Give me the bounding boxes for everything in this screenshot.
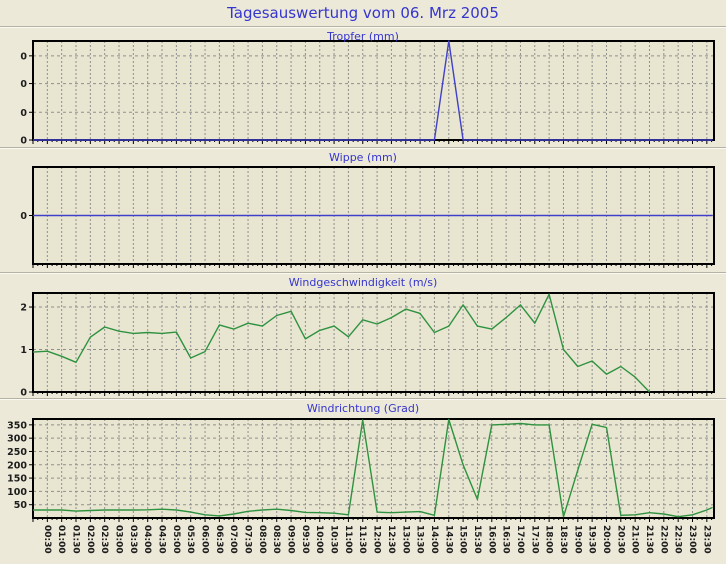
windgeschwindigkeit-chart-title: Windgeschwindigkeit (m/s) [288, 276, 438, 289]
svg-text:14:00: 14:00 [429, 525, 439, 554]
windrichtung-chart-title: Windrichtung (Grad) [306, 402, 420, 415]
divider [0, 272, 726, 274]
svg-text:08:30: 08:30 [271, 525, 281, 554]
svg-text:21:00: 21:00 [630, 525, 640, 554]
tropfer-chart-title: Tropfer (mm) [327, 30, 399, 43]
svg-text:07:30: 07:30 [243, 525, 253, 554]
svg-text:21:30: 21:30 [644, 525, 654, 554]
svg-text:0: 0 [20, 211, 27, 222]
svg-text:10:00: 10:00 [314, 525, 324, 554]
svg-text:05:00: 05:00 [171, 525, 181, 554]
svg-text:20:30: 20:30 [615, 525, 625, 554]
svg-text:13:00: 13:00 [400, 525, 410, 554]
svg-text:2: 2 [20, 303, 27, 314]
svg-text:12:30: 12:30 [386, 525, 396, 554]
svg-text:11:30: 11:30 [357, 525, 367, 554]
svg-text:03:30: 03:30 [128, 525, 138, 554]
wippe-chart-panel: 0 Wippe (mm) [0, 149, 726, 272]
svg-text:10:30: 10:30 [329, 525, 339, 554]
svg-text:04:00: 04:00 [142, 525, 152, 554]
windgeschwindigkeit-chart-panel: 0 1 2 Windgeschwindigkeit (m/s) [0, 274, 726, 398]
svg-text:250: 250 [7, 447, 27, 458]
svg-text:02:30: 02:30 [99, 525, 109, 554]
svg-text:350: 350 [7, 420, 27, 431]
svg-text:09:00: 09:00 [286, 525, 296, 554]
svg-text:150: 150 [7, 474, 27, 485]
svg-text:0: 0 [20, 108, 27, 119]
svg-text:12:00: 12:00 [372, 525, 382, 554]
svg-text:17:30: 17:30 [529, 525, 539, 554]
svg-text:03:00: 03:00 [114, 525, 124, 554]
wippe-chart-title: Wippe (mm) [329, 151, 397, 164]
windrichtung-chart-panel: 50 100 150 200 250 300 350 00:30 01:00 01:30 02:00… [0, 400, 726, 564]
svg-text:0: 0 [20, 136, 27, 147]
svg-text:16:30: 16:30 [501, 525, 511, 554]
svg-text:11:00: 11:00 [343, 525, 353, 554]
svg-text:22:00: 22:00 [658, 525, 668, 554]
svg-text:50: 50 [14, 500, 28, 511]
svg-text:01:30: 01:30 [71, 525, 81, 554]
windgeschwindigkeit-plot: 0 1 2 [20, 292, 715, 399]
svg-text:0: 0 [20, 51, 27, 62]
wippe-plot: 0 [20, 166, 715, 268]
tropfer-chart-panel: 0 0 0 0 Tropfer (mm) [0, 28, 726, 147]
svg-text:16:00: 16:00 [486, 525, 496, 554]
svg-text:08:00: 08:00 [257, 525, 267, 554]
svg-text:18:30: 18:30 [558, 525, 568, 554]
divider [0, 398, 726, 400]
windrichtung-plot: 50 100 150 200 250 300 350 00:30 01:00 01:30 02:00… [7, 418, 715, 554]
svg-text:07:00: 07:00 [228, 525, 238, 554]
svg-text:00:30: 00:30 [42, 525, 52, 554]
svg-text:300: 300 [7, 434, 27, 445]
svg-text:0: 0 [20, 79, 27, 90]
svg-text:0: 0 [20, 388, 27, 399]
svg-text:22:30: 22:30 [673, 525, 683, 554]
svg-text:23:30: 23:30 [701, 525, 711, 554]
svg-text:1: 1 [20, 345, 27, 356]
svg-text:100: 100 [7, 487, 27, 498]
svg-text:13:30: 13:30 [415, 525, 425, 554]
divider [0, 26, 726, 28]
svg-text:200: 200 [7, 460, 27, 471]
svg-text:15:30: 15:30 [472, 525, 482, 554]
svg-text:20:00: 20:00 [601, 525, 611, 554]
svg-text:06:00: 06:00 [200, 525, 210, 554]
svg-text:23:00: 23:00 [687, 525, 697, 554]
svg-text:02:00: 02:00 [85, 525, 95, 554]
tropfer-plot: 0 0 0 0 [20, 40, 715, 147]
svg-text:05:30: 05:30 [185, 525, 195, 554]
divider [0, 147, 726, 149]
svg-text:09:30: 09:30 [300, 525, 310, 554]
svg-text:18:00: 18:00 [544, 525, 554, 554]
svg-text:01:00: 01:00 [56, 525, 66, 554]
svg-text:14:30: 14:30 [443, 525, 453, 554]
svg-text:19:00: 19:00 [572, 525, 582, 554]
svg-text:17:00: 17:00 [515, 525, 525, 554]
svg-text:04:30: 04:30 [157, 525, 167, 554]
svg-text:06:30: 06:30 [214, 525, 224, 554]
page-title: Tagesauswertung vom 06. Mrz 2005 [227, 4, 499, 22]
svg-text:19:30: 19:30 [587, 525, 597, 554]
svg-text:15:00: 15:00 [458, 525, 468, 554]
